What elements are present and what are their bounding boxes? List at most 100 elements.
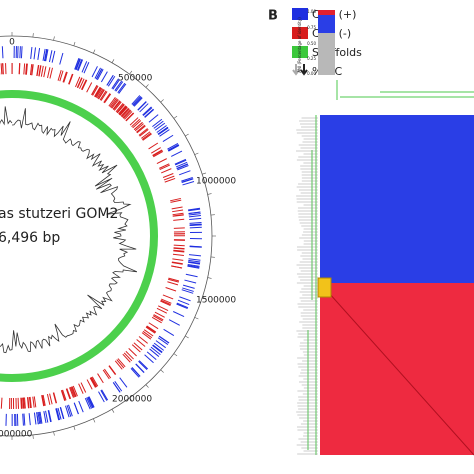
cds-plus — [95, 68, 103, 80]
cds-plus — [45, 49, 49, 62]
cds-minus — [152, 150, 163, 157]
cds-plus — [179, 296, 191, 302]
cds-minus — [148, 142, 159, 150]
cds-plus — [130, 368, 140, 378]
ring-tick — [173, 353, 178, 357]
cds-minus — [89, 377, 96, 388]
cds-plus — [57, 407, 62, 420]
cds-plus — [133, 96, 142, 107]
cds-plus — [45, 410, 49, 423]
ani-axis-label: ANI (Percentage of identity) — [297, 17, 302, 73]
cds-plus — [133, 97, 143, 107]
cds-minus — [31, 64, 34, 76]
cds-minus — [172, 253, 184, 256]
cds-minus — [47, 67, 51, 79]
cds-plus — [189, 221, 202, 224]
cds-minus — [136, 124, 146, 133]
cds-plus — [77, 59, 84, 71]
cds-plus — [139, 103, 149, 113]
cds-minus — [29, 396, 32, 408]
coord-label: 000000 — [0, 430, 33, 440]
cds-plus — [153, 120, 164, 129]
cds-plus — [148, 114, 159, 123]
cds-minus — [117, 358, 126, 368]
cds-minus — [62, 389, 67, 401]
cds-minus — [23, 397, 25, 409]
cds-minus — [164, 177, 176, 183]
cds-minus — [143, 329, 154, 337]
cds-minus — [116, 359, 125, 369]
cds-plus — [86, 397, 93, 409]
cds-plus — [187, 264, 200, 268]
bar-segment — [318, 33, 335, 75]
panel-label: B — [268, 9, 278, 24]
cds-minus — [40, 65, 44, 77]
cds-minus — [167, 281, 179, 286]
cds-plus — [137, 101, 147, 111]
cds-plus — [56, 408, 61, 421]
cds-plus — [177, 299, 190, 306]
cds-plus — [33, 412, 37, 425]
coord-label: 2000000 — [112, 395, 152, 405]
cds-minus — [163, 175, 175, 181]
coord-label: 1000000 — [196, 177, 236, 187]
cds-plus — [168, 319, 180, 326]
cds-plus — [87, 396, 94, 409]
cds-minus — [97, 373, 104, 384]
cds-plus — [19, 46, 21, 59]
cds-minus — [116, 103, 125, 113]
cds-minus — [110, 98, 118, 108]
cds-plus — [182, 287, 194, 292]
cds-plus — [158, 335, 170, 344]
cds-minus — [165, 287, 177, 292]
cds-plus — [176, 163, 188, 169]
cds-minus — [103, 93, 111, 103]
cds-minus — [136, 339, 146, 347]
cds-minus — [111, 99, 119, 109]
cds-plus — [100, 71, 108, 83]
ring-tick — [160, 99, 164, 103]
cds-minus — [72, 385, 78, 397]
cds-plus — [112, 382, 121, 393]
cds-minus — [170, 199, 182, 203]
cds-minus — [24, 397, 26, 409]
heatmap-block — [320, 115, 474, 283]
cds-plus — [150, 346, 161, 356]
cds-plus — [135, 363, 145, 373]
ring-tick — [93, 418, 96, 423]
cds-minus — [57, 70, 62, 81]
cds-plus — [55, 408, 60, 421]
cds-plus — [43, 411, 47, 424]
ring-tick — [129, 70, 133, 75]
cds-plus — [114, 80, 123, 91]
cds-plus — [162, 134, 174, 143]
cds-plus — [37, 47, 41, 60]
ring-tick — [145, 384, 149, 388]
cds-minus — [133, 342, 143, 351]
cds-plus — [73, 402, 79, 415]
cds-plus — [153, 342, 165, 351]
cds-minus — [153, 314, 164, 321]
cds-minus — [41, 395, 45, 407]
cds-plus — [175, 159, 187, 166]
ring-tick — [145, 84, 149, 88]
cds-plus — [167, 144, 179, 151]
cds-minus — [160, 300, 171, 306]
cds-minus — [121, 108, 130, 118]
cds-plus — [75, 58, 81, 71]
scaffold-ring — [0, 90, 158, 382]
cds-minus — [33, 396, 37, 408]
cds-minus — [172, 212, 184, 216]
cds-minus — [162, 294, 174, 300]
cds-plus — [189, 223, 202, 226]
highlight — [317, 277, 332, 298]
ring-tick — [73, 426, 76, 431]
cds-minus — [171, 261, 183, 265]
cds-plus — [51, 50, 56, 63]
cds-minus — [142, 133, 152, 141]
cds-plus — [185, 273, 198, 278]
cds-plus — [176, 303, 188, 310]
legend-icon — [300, 64, 308, 76]
cds-minus — [62, 71, 67, 83]
cds-minus — [159, 163, 170, 169]
